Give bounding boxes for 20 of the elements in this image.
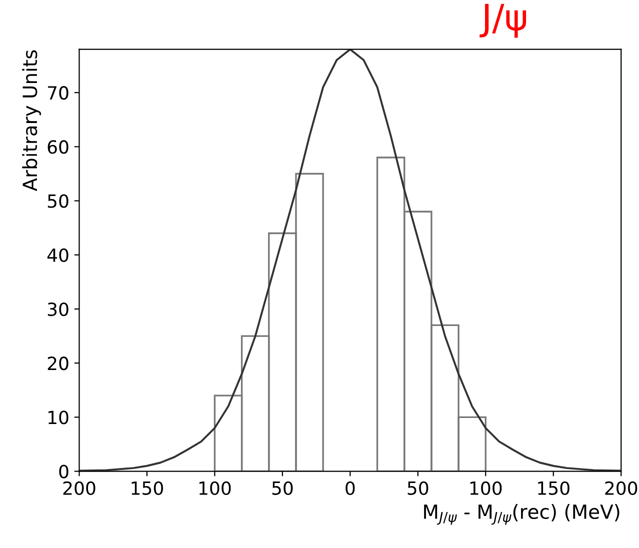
y-axis-title: Arbitrary Units <box>22 50 41 192</box>
y-tick-label: 50 <box>48 194 68 208</box>
x-tick-label: 100 <box>470 481 502 495</box>
y-tick-label: 0 <box>59 464 68 478</box>
y-tick-label: 60 <box>48 140 68 154</box>
x-tick-label: 100 <box>199 481 231 495</box>
x-tick-label: 150 <box>538 481 570 495</box>
y-tick-label: 30 <box>48 302 68 316</box>
x-tick-label: 150 <box>132 481 163 495</box>
text: J/ψ <box>480 4 526 38</box>
x-tick-label: 200 <box>63 481 96 495</box>
y-tick-label: 20 <box>48 356 68 370</box>
x-tick-label: 0 <box>346 481 355 495</box>
x-tick-label: 50 <box>272 481 293 495</box>
y-tick-label: 40 <box>47 248 68 262</box>
x-tick-label: 50 <box>408 481 428 495</box>
x-tick-label: 200 <box>605 481 638 495</box>
x-axis-title: M$_{J/ψ}$ - M$_{J/ψ}$(rec) (MeV) <box>424 504 620 525</box>
y-tick-label: 10 <box>48 410 68 424</box>
y-tick-label: 70 <box>48 86 68 100</box>
